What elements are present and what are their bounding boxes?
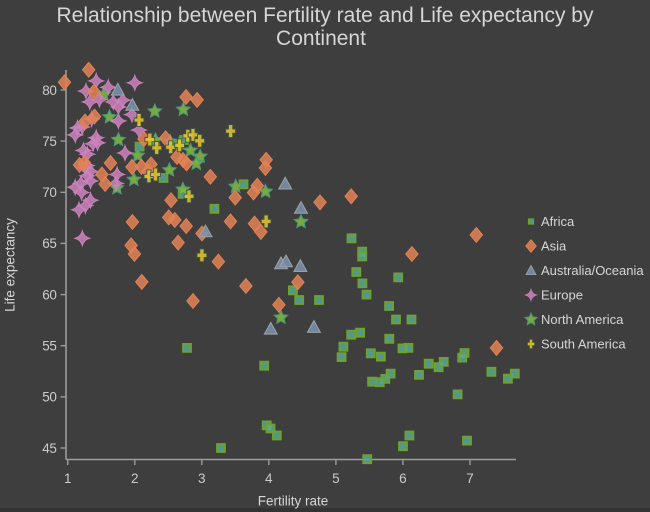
svg-text:55: 55: [42, 339, 56, 354]
svg-text:Continent: Continent: [276, 27, 366, 50]
svg-text:Africa: Africa: [541, 214, 575, 229]
svg-text:Fertility rate: Fertility rate: [258, 494, 329, 509]
svg-text:70: 70: [42, 185, 56, 200]
svg-text:80: 80: [42, 83, 56, 98]
svg-text:75: 75: [42, 134, 56, 149]
svg-text:50: 50: [42, 390, 56, 405]
svg-text:4: 4: [265, 471, 273, 486]
svg-text:65: 65: [42, 236, 56, 251]
svg-text:60: 60: [42, 287, 56, 302]
svg-text:45: 45: [42, 441, 56, 456]
svg-text:Australia/Oceania: Australia/Oceania: [541, 263, 644, 278]
svg-text:Relationship between Fertility: Relationship between Fertility rate and …: [57, 4, 594, 27]
svg-text:3: 3: [198, 471, 206, 486]
svg-text:South America: South America: [541, 337, 626, 352]
svg-text:1: 1: [64, 471, 72, 486]
svg-text:5: 5: [332, 471, 340, 486]
svg-text:6: 6: [399, 471, 407, 486]
svg-text:2: 2: [131, 471, 139, 486]
svg-text:Life expectancy: Life expectancy: [3, 218, 18, 312]
svg-text:7: 7: [466, 471, 474, 486]
svg-text:North America: North America: [541, 312, 624, 327]
svg-text:Europe: Europe: [541, 288, 583, 303]
svg-text:Asia: Asia: [541, 239, 567, 254]
